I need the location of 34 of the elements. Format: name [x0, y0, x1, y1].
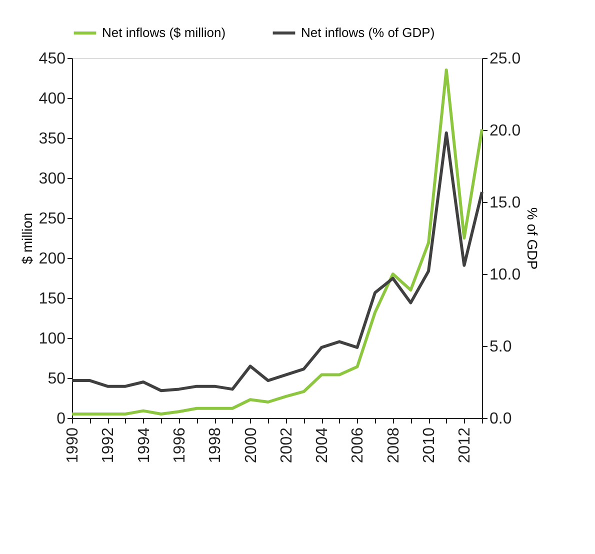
x-tick-label: 2002: [278, 427, 296, 464]
x-tick-label: 2004: [314, 427, 332, 464]
line-series: [70, 131, 484, 392]
y-tick-label: 250: [38, 210, 66, 228]
legend-label: Net inflows ($ million): [102, 25, 226, 40]
x-tick-label: 2010: [421, 427, 438, 464]
y-tick-label: 200: [38, 250, 66, 268]
x-tick-label: 2012: [456, 427, 474, 464]
x-tick-label: 1996: [171, 427, 188, 464]
y2-axis-title: % of GDP: [524, 207, 541, 270]
y-tick-label: 350: [38, 130, 66, 148]
y-tick-label: 150: [38, 290, 66, 308]
x-tick-label: 1990: [64, 427, 82, 464]
y-tick-label: 300: [38, 170, 66, 188]
line-series: [70, 68, 484, 416]
x-tick-label: 1994: [136, 427, 153, 464]
x-tick-label: 2000: [242, 427, 260, 464]
y-tick-label: 0: [56, 410, 66, 428]
y2-tick-label: 25.0: [490, 50, 521, 68]
x-tick-label: 2006: [350, 427, 367, 464]
y-tick-label: 50: [48, 370, 66, 388]
x-tick-label: 1992: [100, 427, 118, 464]
y2-tick-label: 0.0: [490, 410, 512, 428]
y-tick-label: 400: [38, 90, 66, 108]
y2-tick-label: 20.0: [490, 122, 521, 140]
y2-tick-label: 5.0: [490, 338, 512, 356]
y-axis-title: $ million: [18, 212, 35, 264]
x-tick-label: 1998: [207, 427, 224, 464]
y-tick-label: 450: [38, 50, 66, 68]
y-tick-label: 100: [38, 330, 66, 348]
x-tick-label: 2008: [385, 427, 402, 464]
y2-tick-label: 15.0: [490, 194, 521, 212]
legend-label: Net inflows (% of GDP): [301, 25, 435, 40]
y2-tick-label: 10.0: [490, 266, 521, 284]
